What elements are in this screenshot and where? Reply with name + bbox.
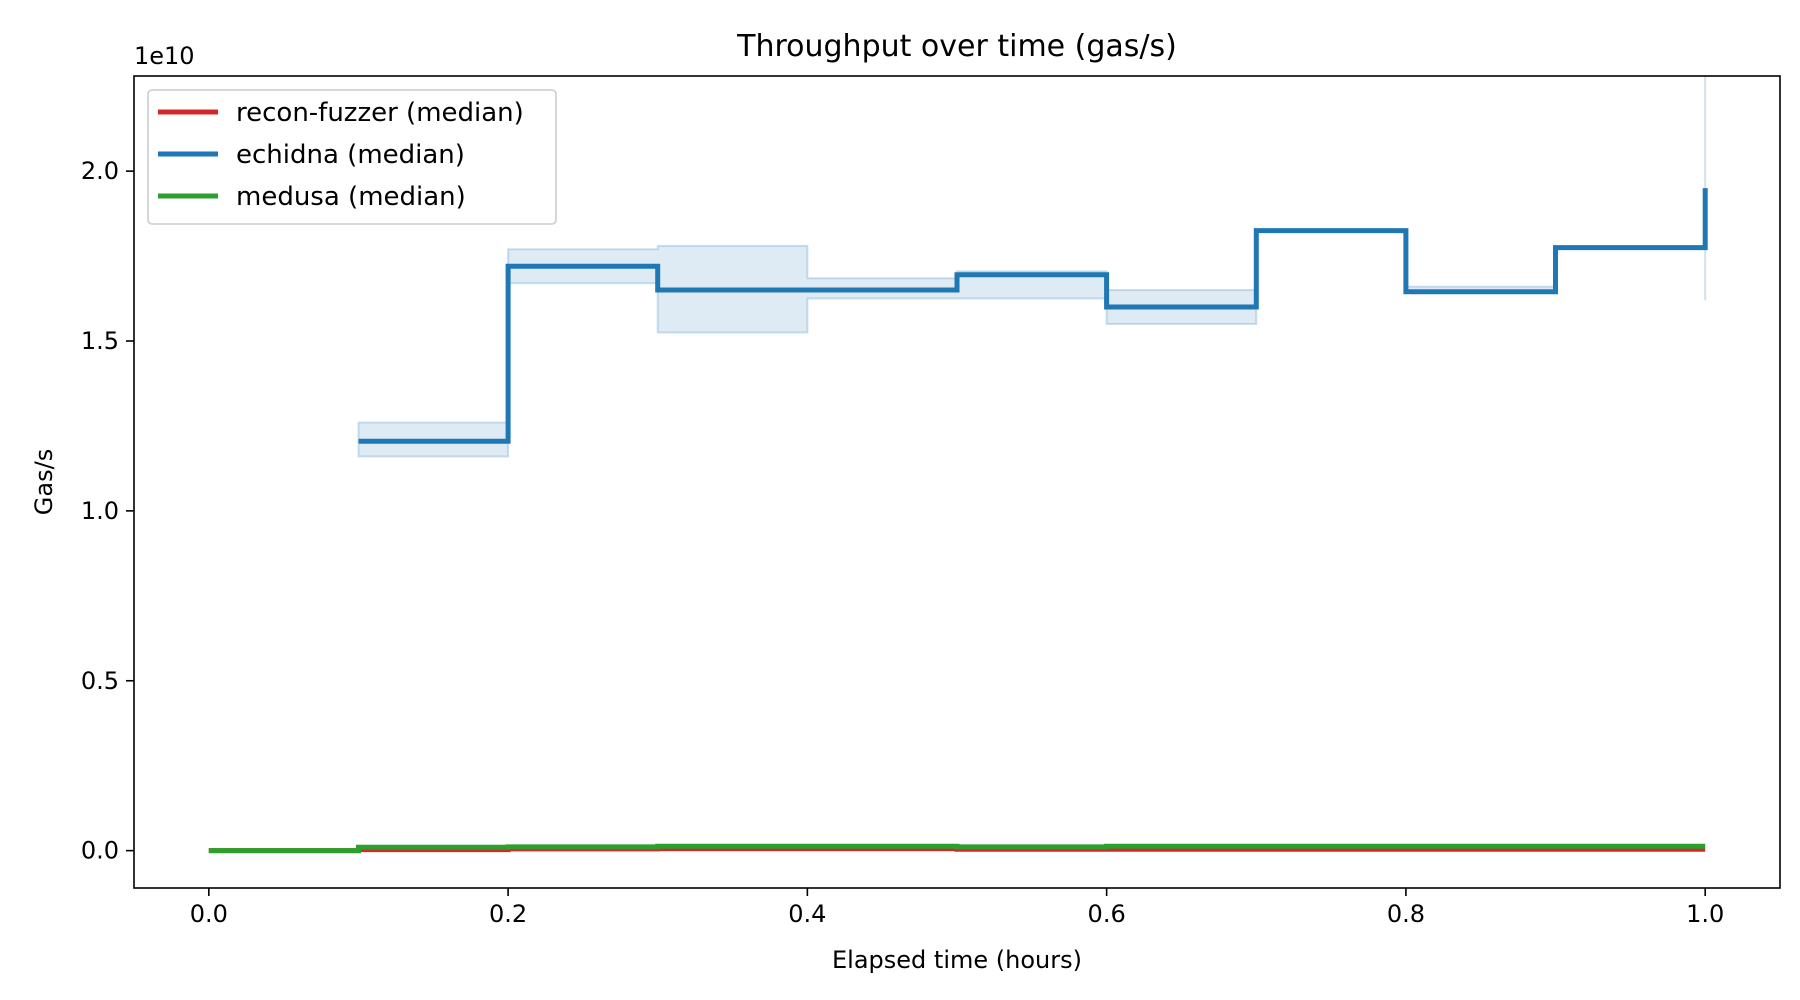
y-tick-label: 0.0 bbox=[81, 837, 119, 865]
legend: recon-fuzzer (median) echidna (median) med… bbox=[147, 89, 557, 225]
y-axis-offset-label: 1e10 bbox=[134, 42, 195, 70]
x-tick-label: 0.4 bbox=[788, 900, 826, 928]
x-tick-label: 0.8 bbox=[1387, 900, 1425, 928]
y-tick-label: 1.5 bbox=[81, 327, 119, 355]
legend-box bbox=[147, 89, 557, 225]
series-line-2 bbox=[208, 843, 1706, 854]
chart-title: Throughput over time (gas/s) bbox=[736, 29, 1177, 64]
x-axis-label: Elapsed time (hours) bbox=[832, 946, 1082, 974]
legend-label-1: echidna (median) bbox=[236, 140, 465, 170]
y-tick-label: 0.5 bbox=[81, 667, 119, 695]
plot-frame bbox=[133, 75, 1781, 889]
legend-label-0: recon-fuzzer (median) bbox=[236, 98, 524, 128]
x-tick-label: 1.0 bbox=[1686, 900, 1724, 928]
legend-label-2: medusa (median) bbox=[236, 182, 466, 212]
x-tick-label: 0.2 bbox=[489, 900, 527, 928]
x-axis: 0.0 0.2 0.4 0.6 0.8 1.0 bbox=[190, 888, 1724, 928]
y-tick-label: 1.0 bbox=[81, 497, 119, 525]
x-tick-label: 0.0 bbox=[190, 900, 228, 928]
y-axis: 0.0 0.5 1.0 1.5 2.0 bbox=[81, 157, 134, 865]
plot-area bbox=[208, 76, 1708, 854]
y-tick-label: 2.0 bbox=[81, 157, 119, 185]
x-tick-label: 0.6 bbox=[1088, 900, 1126, 928]
y-axis-label: Gas/s bbox=[30, 449, 58, 515]
series-line-1 bbox=[358, 188, 1708, 444]
